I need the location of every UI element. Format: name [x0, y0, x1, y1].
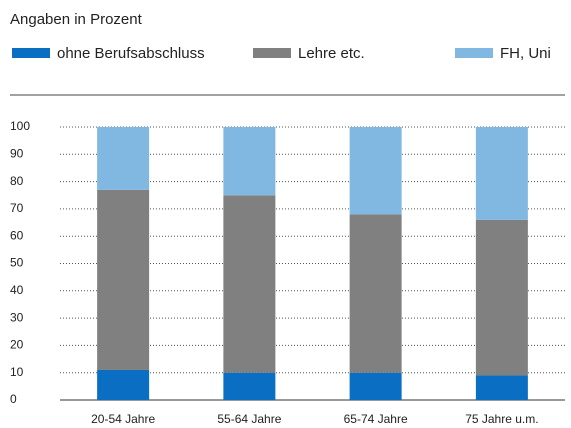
- y-tick-label: 50: [10, 256, 24, 270]
- y-tick-label: 20: [10, 338, 24, 352]
- y-tick-label: 100: [10, 119, 30, 133]
- bar-segment: [223, 127, 276, 196]
- legend-swatch: [253, 48, 291, 58]
- bar-segment: [475, 375, 528, 400]
- y-tick-label: 10: [10, 365, 24, 379]
- bar-segment: [223, 372, 276, 400]
- y-tick-label: 0: [10, 392, 17, 406]
- x-tick-label: 65-74 Jahre: [344, 412, 408, 426]
- legend-swatch: [12, 48, 50, 58]
- y-tick-label: 80: [10, 174, 24, 188]
- bar-segment: [349, 127, 402, 215]
- y-tick-label: 90: [10, 146, 24, 160]
- y-tick-label: 40: [10, 283, 24, 297]
- y-tick-label: 60: [10, 228, 24, 242]
- y-tick-label: 70: [10, 201, 24, 215]
- legend-label: ohne Berufsabschluss: [57, 45, 205, 62]
- legend-label: FH, Uni: [500, 45, 551, 62]
- x-tick-label: 55-64 Jahre: [217, 412, 281, 426]
- y-tick-label: 30: [10, 310, 24, 324]
- bar-segment: [349, 214, 402, 373]
- bar-segment: [97, 189, 150, 370]
- bar-segment: [349, 372, 402, 400]
- bar-segment: [97, 127, 150, 190]
- x-tick-label: 20-54 Jahre: [91, 412, 155, 426]
- bar-segment: [475, 219, 528, 376]
- bar-segment: [97, 369, 150, 400]
- chart-title: Angaben in Prozent: [10, 11, 143, 28]
- x-tick-label: 75 Jahre u.m.: [465, 412, 538, 426]
- legend-label: Lehre etc.: [298, 45, 365, 62]
- bar-segment: [223, 195, 276, 373]
- legend-swatch: [455, 48, 493, 58]
- bar-segment: [475, 127, 528, 220]
